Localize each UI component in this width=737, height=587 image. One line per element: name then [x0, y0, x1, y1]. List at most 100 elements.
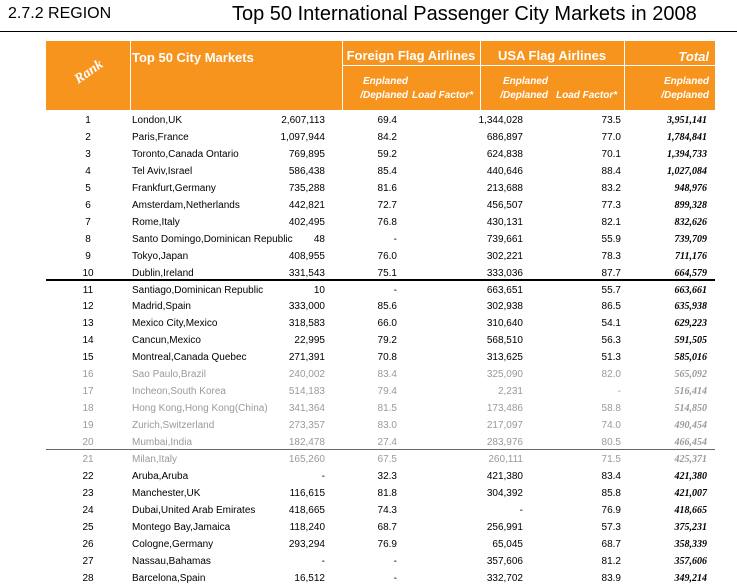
usa-load-factor-cell: 73.5 — [601, 115, 621, 126]
usa-load-factor-cell: 86.5 — [601, 301, 621, 313]
foreign-enplaned-cell: - — [321, 555, 325, 567]
foreign-load-factor-cell: 81.8 — [377, 487, 397, 499]
total-cell: 585,016 — [674, 352, 708, 364]
usa-load-factor-cell: 76.9 — [601, 504, 621, 516]
foreign-load-factor-cell: 76.0 — [377, 250, 397, 262]
table-row: 28 Barcelona,Spain 16,512 - 332,702 83.9 349,2… — [46, 570, 715, 587]
usa-load-factor-cell: 57.3 — [601, 521, 621, 533]
usa-enplaned-cell: 283,976 — [486, 437, 523, 449]
usa-load-factor-cell: - — [617, 386, 621, 398]
city-cell: Toronto,Canada Ontario — [132, 148, 239, 160]
usa-load-factor-cell: 82.0 — [601, 369, 621, 381]
total-cell: 421,007 — [674, 487, 708, 499]
table-row: 25 Montego Bay,Jamaica 118,240 68.7 256,991 5… — [46, 519, 715, 536]
total-cell: 1,027,084 — [667, 165, 707, 177]
usa-enplaned-cell: 173,486 — [486, 403, 523, 415]
total-cell: 635,938 — [674, 301, 708, 313]
city-cell: Santiago,Dominican Republic — [132, 284, 264, 296]
foreign-load-factor-cell: 83.0 — [377, 420, 397, 432]
rank-cell: 27 — [82, 555, 94, 567]
total-cell: 739,709 — [674, 233, 708, 245]
rank-cell: 20 — [82, 437, 94, 449]
usa-enplaned-cell: 302,221 — [486, 250, 523, 262]
rank-cell: 17 — [82, 386, 94, 398]
rank-cell: 16 — [82, 369, 94, 381]
city-cell: Aruba,Aruba — [132, 470, 189, 482]
table-row: 2 Paris,France 1,097,944 84.2 686,897 77.0 1,7… — [46, 129, 715, 146]
row-divider — [46, 449, 715, 450]
rank-cell: 3 — [85, 148, 91, 160]
section-label: 2.7.2 REGION — [8, 5, 112, 22]
usa-load-factor-cell: 77.3 — [601, 199, 621, 211]
foreign-enplaned-cell: 408,955 — [288, 250, 325, 262]
city-cell: Amsterdam,Netherlands — [132, 199, 240, 211]
foreign-load-factor-cell: 69.4 — [377, 115, 397, 126]
foreign-enplaned-cell: 182,478 — [288, 437, 325, 449]
rank-cell: 22 — [82, 470, 94, 482]
total-cell: 591,505 — [674, 335, 708, 347]
foreign-enplaned-cell: 16,512 — [294, 572, 325, 584]
total-cell: 832,626 — [674, 216, 708, 228]
table-header: Rank Top 50 City Markets Foreign Flag Ai… — [46, 41, 715, 110]
table-row: 15 Montreal,Canada Quebec 271,391 70.8 313,6… — [46, 349, 715, 366]
usa-enplaned-cell: 313,625 — [486, 352, 523, 364]
foreign-load-factor-cell: 59.2 — [377, 148, 397, 160]
table-row: 21 Milan,Italy 165,260 67.5 260,111 71.5 425,3… — [46, 451, 715, 468]
header-divider — [480, 41, 481, 110]
usa-enplaned-cell: 332,702 — [486, 572, 523, 584]
city-cell: Frankfurt,Germany — [132, 182, 216, 194]
city-cell: Mumbai,India — [132, 437, 193, 449]
rank-cell: 23 — [82, 487, 94, 499]
header-divider — [130, 41, 131, 110]
city-cell: Incheon,South Korea — [132, 386, 226, 398]
foreign-load-factor-cell: 85.6 — [377, 301, 397, 313]
usa-header: USA Flag Airlines — [497, 48, 607, 63]
rank-cell: 25 — [82, 521, 94, 533]
rank-header: Rank — [72, 57, 107, 88]
foreign-enplaned-cell: 341,364 — [288, 403, 325, 415]
foreign-load-factor-cell: - — [393, 572, 397, 584]
rank-cell: 19 — [82, 420, 94, 432]
usa-enplaned-cell: 304,392 — [486, 487, 523, 499]
top10-divider — [46, 279, 715, 281]
usa-load-factor-header: Load Factor* — [556, 90, 618, 101]
total-cell: 711,176 — [675, 250, 707, 262]
usa-enplaned-cell: - — [519, 504, 523, 516]
rank-cell: 2 — [85, 131, 91, 143]
usa-load-factor-cell: 54.1 — [601, 318, 621, 330]
title-rule — [0, 31, 737, 32]
table-row: 24 Dubai,United Arab Emirates 418,665 74.3 -… — [46, 502, 715, 519]
deplaned-text: /Deplaned — [500, 90, 548, 101]
table-row: 22 Aruba,Aruba - 32.3 421,380 83.4 421,380 — [46, 468, 715, 485]
foreign-enplaned-cell: - — [321, 470, 325, 482]
total-cell: 629,223 — [674, 318, 708, 330]
rank-cell: 12 — [82, 301, 94, 313]
city-cell: Cologne,Germany — [132, 538, 214, 550]
header-hdivider — [342, 65, 715, 66]
foreign-load-factor-cell: 68.7 — [377, 521, 397, 533]
table-row: 9 Tokyo,Japan 408,955 76.0 302,221 78.3 711,17… — [46, 248, 715, 265]
foreign-load-factor-header: Load Factor* — [412, 90, 474, 101]
usa-enplaned-cell: 310,640 — [486, 318, 523, 330]
total-enplaned-header: Enplaned/Deplaned — [661, 75, 709, 103]
rank-cell: 1 — [85, 115, 91, 126]
table-row: 23 Manchester,UK 116,615 81.8 304,392 85.8 421… — [46, 485, 715, 502]
total-cell: 3,951,141 — [667, 115, 707, 126]
city-cell: Zurich,Switzerland — [132, 420, 215, 432]
foreign-load-factor-cell: 27.4 — [377, 437, 397, 449]
foreign-load-factor-cell: 84.2 — [377, 131, 397, 143]
foreign-enplaned-cell: 48 — [313, 233, 325, 245]
usa-load-factor-cell: 88.4 — [601, 165, 621, 177]
total-cell: 664,579 — [674, 267, 708, 279]
foreign-enplaned-cell: 22,995 — [294, 335, 325, 347]
foreign-enplaned-cell: 118,240 — [289, 521, 325, 533]
city-cell: Paris,France — [132, 131, 189, 143]
rank-cell: 8 — [85, 233, 91, 245]
usa-load-factor-cell: 85.8 — [601, 487, 621, 499]
rank-cell: 21 — [82, 454, 94, 465]
table-row: 16 Sao Paulo,Brazil 240,002 83.4 325,090 82.0… — [46, 366, 715, 383]
city-cell: Dublin,Ireland — [132, 267, 194, 279]
table-row: 7 Rome,Italy 402,495 76.8 430,131 82.1 832,626 — [46, 214, 715, 231]
total-cell: 516,414 — [674, 386, 708, 398]
total-cell: 1,394,733 — [667, 148, 707, 160]
